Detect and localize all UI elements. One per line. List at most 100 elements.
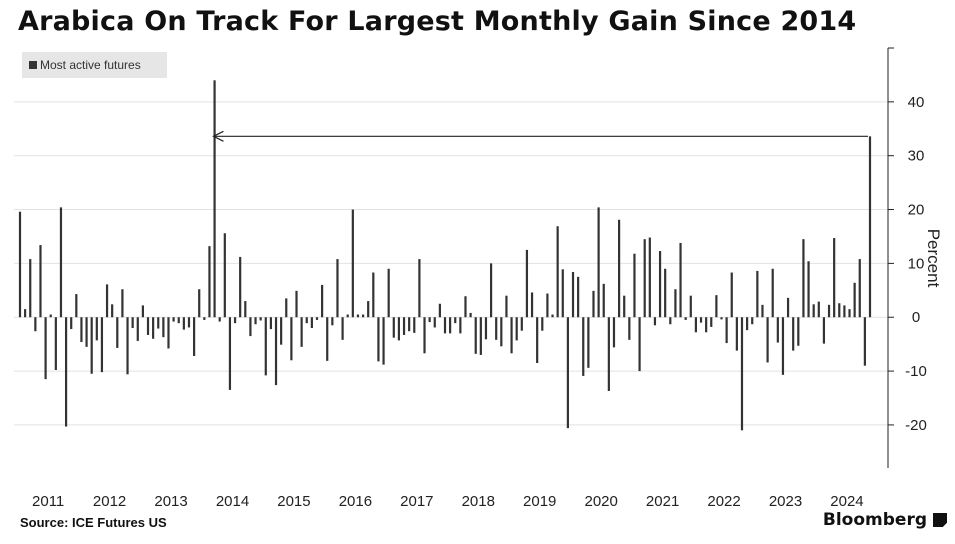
bar: [720, 317, 723, 320]
bar: [85, 317, 88, 347]
bar: [280, 317, 283, 345]
bar: [418, 259, 421, 318]
brand-logo: Bloomberg: [823, 510, 947, 530]
bar: [797, 317, 800, 346]
bar: [24, 309, 27, 318]
bar: [336, 259, 339, 318]
bar: [187, 317, 191, 328]
bar: [321, 284, 324, 318]
bar: [612, 317, 616, 348]
bar: [290, 317, 293, 361]
bloomberg-terminal-icon: [933, 513, 947, 527]
bar: [505, 295, 508, 318]
bar: [848, 309, 851, 318]
x-tick-label: 2024: [830, 493, 863, 510]
bar: [730, 272, 733, 318]
bar: [64, 317, 68, 427]
y-tick-label: 30: [908, 148, 925, 165]
bar: [868, 136, 872, 318]
bar: [587, 317, 590, 368]
bar: [858, 259, 861, 318]
bar: [315, 317, 319, 320]
bar: [459, 317, 462, 334]
bar: [295, 290, 298, 318]
bar: [198, 289, 201, 318]
bar: [561, 269, 564, 318]
x-tick-label: 2013: [154, 493, 187, 510]
gridlines: [14, 101, 888, 426]
bar: [413, 317, 416, 333]
bar: [551, 314, 554, 318]
bar: [510, 317, 513, 354]
bar: [699, 317, 703, 323]
bar: [95, 317, 98, 341]
bar: [121, 289, 124, 318]
bar: [310, 317, 313, 328]
bar: [674, 289, 677, 318]
bar: [786, 297, 790, 318]
bar: [162, 317, 165, 338]
bar: [300, 317, 303, 347]
y-tick-label: -20: [905, 417, 927, 434]
bar: [751, 317, 754, 325]
bar: [761, 304, 764, 318]
bar: [684, 317, 687, 320]
bar: [44, 317, 47, 380]
bar: [689, 295, 692, 318]
bar: [515, 317, 518, 341]
bar: [382, 317, 385, 365]
annotation-arrowhead: [212, 130, 224, 142]
bar: [244, 301, 247, 318]
bar: [269, 317, 273, 330]
bar: [633, 253, 636, 318]
bar: [367, 301, 370, 318]
bar: [725, 317, 728, 344]
bar: [817, 301, 820, 318]
bar: [536, 317, 539, 363]
bar: [449, 317, 452, 334]
bar: [182, 317, 185, 330]
bar: [402, 317, 406, 335]
bar: [464, 296, 467, 318]
bar: [479, 317, 482, 355]
bar: [715, 295, 718, 318]
bar: [438, 303, 441, 318]
bar: [802, 239, 805, 318]
legend: Most active futures: [22, 52, 167, 78]
bar: [443, 317, 447, 334]
bar: [812, 304, 815, 318]
bar: [223, 233, 226, 318]
x-tick-label: 2022: [707, 493, 740, 510]
y-tick-label: -10: [905, 363, 927, 380]
bar: [397, 317, 401, 341]
bar: [776, 317, 779, 343]
bar: [597, 207, 600, 318]
bar: [264, 317, 267, 376]
x-tick-label: 2014: [216, 493, 249, 510]
x-tick-label: 2018: [462, 493, 495, 510]
bar: [469, 312, 472, 318]
bar: [653, 317, 657, 326]
bar: [428, 317, 431, 323]
y-tick-label: 40: [908, 94, 925, 111]
bar: [59, 207, 63, 318]
bar: [274, 317, 278, 386]
bar: [213, 80, 216, 318]
bar: [192, 317, 196, 356]
bar: [566, 317, 569, 429]
bar: [638, 317, 641, 372]
bar: [643, 239, 646, 318]
bar: [361, 314, 365, 318]
bar: [607, 317, 610, 391]
bar: [254, 317, 257, 325]
legend-label: Most active futures: [40, 58, 141, 72]
bar: [766, 317, 769, 363]
bar: [628, 317, 631, 340]
bar: [833, 238, 836, 318]
bar: [664, 268, 667, 318]
bar: [648, 237, 651, 318]
bar: [746, 317, 749, 331]
x-tick-label: 2017: [400, 493, 433, 510]
bar: [29, 259, 32, 318]
